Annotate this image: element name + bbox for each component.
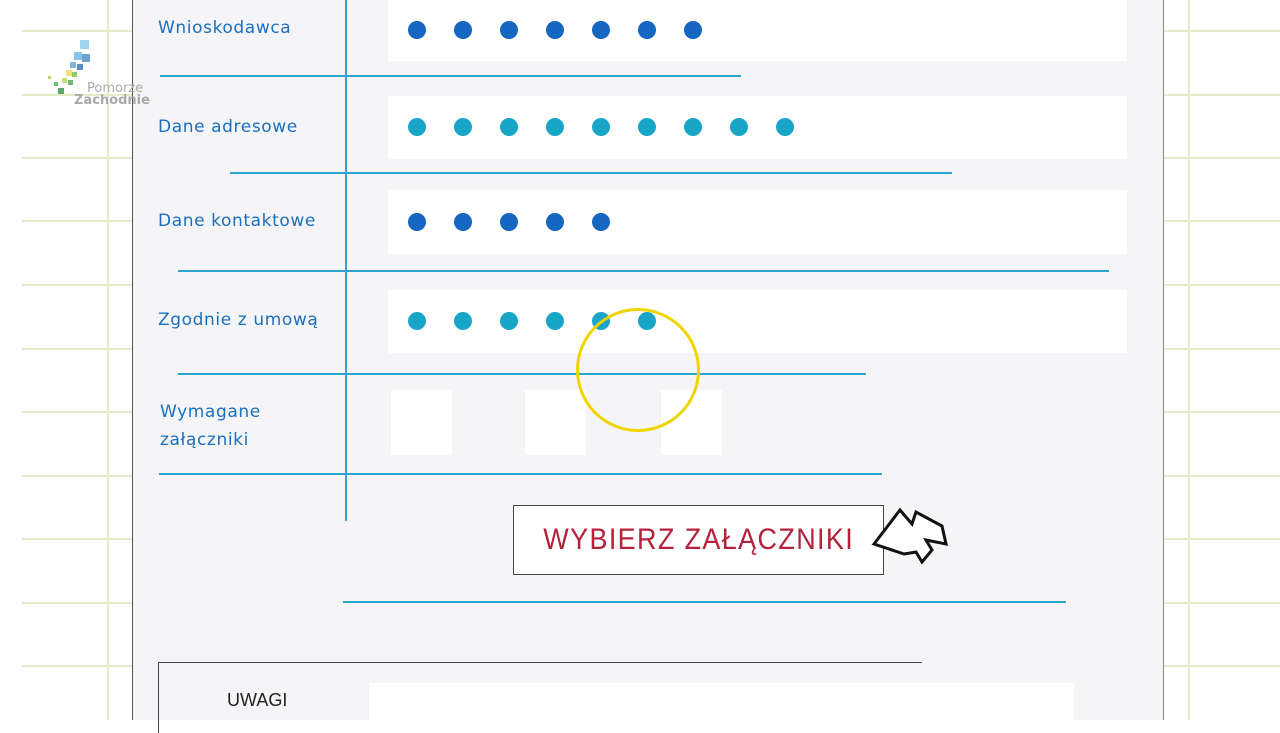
separator <box>159 473 882 475</box>
grid-line <box>1162 538 1280 540</box>
masked-char-dot <box>592 213 610 231</box>
masked-char-dot <box>408 213 426 231</box>
remarks-field[interactable] <box>369 683 1074 723</box>
masked-char-dot <box>776 118 794 136</box>
masked-char-dot <box>500 213 518 231</box>
masked-char-dot <box>684 118 702 136</box>
attachment-slot[interactable] <box>391 390 452 455</box>
grid-line <box>1188 0 1190 720</box>
attachments-label-line1: Wymagane <box>160 402 261 422</box>
grid-line <box>1162 348 1280 350</box>
masked-char-dot <box>454 118 472 136</box>
grid-line <box>22 94 132 96</box>
grid-line <box>22 475 132 477</box>
masked-char-dot <box>730 118 748 136</box>
attachments-label-line2: załączniki <box>160 430 249 450</box>
form-field[interactable] <box>388 190 1127 254</box>
masked-char-dot <box>408 118 426 136</box>
masked-char-dot <box>546 118 564 136</box>
form-field[interactable] <box>388 0 1127 61</box>
separator <box>230 172 952 174</box>
masked-char-dot <box>500 21 518 39</box>
grid-line <box>22 411 132 413</box>
grid-line <box>1162 665 1280 667</box>
grid-line <box>22 348 132 350</box>
attachment-slot[interactable] <box>525 390 586 455</box>
grid-line <box>22 220 132 222</box>
grid-line <box>22 665 132 667</box>
field-label: Dane adresowe <box>158 117 298 137</box>
logo-text-1: Pomorze <box>87 81 144 96</box>
masked-char-dot <box>408 312 426 330</box>
highlight-circle <box>576 308 700 432</box>
masked-char-dot <box>592 21 610 39</box>
grid-line <box>1162 30 1280 32</box>
masked-char-dot <box>454 21 472 39</box>
masked-char-dot <box>500 312 518 330</box>
separator <box>178 270 1109 272</box>
choose-attachments-button[interactable]: WYBIERZ ZAŁĄCZNIKI <box>513 505 884 575</box>
choose-attachments-label: WYBIERZ ZAŁĄCZNIKI <box>543 523 854 556</box>
remarks-label: UWAGI <box>227 690 288 710</box>
masked-char-dot <box>454 213 472 231</box>
grid-line <box>1162 94 1280 96</box>
hand-cursor-icon <box>871 507 948 565</box>
grid-line <box>1162 220 1280 222</box>
grid-line <box>1162 284 1280 286</box>
remarks-section <box>158 662 922 733</box>
masked-char-dot <box>638 21 656 39</box>
grid-line <box>22 157 132 159</box>
masked-char-dot <box>500 118 518 136</box>
field-label: Dane kontaktowe <box>158 211 316 231</box>
logo: Pomorze Zachodnie <box>44 38 150 108</box>
attachments-label: Wymagane załączniki <box>160 398 261 454</box>
separator <box>343 601 1066 603</box>
separator <box>178 373 866 375</box>
field-label: Zgodnie z umową <box>158 310 319 330</box>
logo-text-2: Zachodnie <box>74 93 150 108</box>
masked-char-dot <box>546 213 564 231</box>
masked-char-dot <box>592 118 610 136</box>
grid-line <box>22 602 132 604</box>
form-field[interactable] <box>388 290 1127 353</box>
field-label: Wnioskodawca <box>158 18 292 38</box>
masked-char-dot <box>546 21 564 39</box>
column-divider <box>345 0 347 521</box>
masked-char-dot <box>684 21 702 39</box>
separator <box>160 75 741 77</box>
grid-line <box>1162 411 1280 413</box>
masked-char-dot <box>454 312 472 330</box>
grid-line <box>1162 475 1280 477</box>
grid-line <box>22 538 132 540</box>
grid-line <box>1162 157 1280 159</box>
form-field[interactable] <box>388 96 1127 159</box>
grid-line <box>22 30 132 32</box>
grid-line <box>22 284 132 286</box>
masked-char-dot <box>408 21 426 39</box>
grid-line <box>107 0 109 720</box>
logo-mark-icon <box>48 40 90 94</box>
masked-char-dot <box>546 312 564 330</box>
grid-line <box>1162 602 1280 604</box>
masked-char-dot <box>638 118 656 136</box>
